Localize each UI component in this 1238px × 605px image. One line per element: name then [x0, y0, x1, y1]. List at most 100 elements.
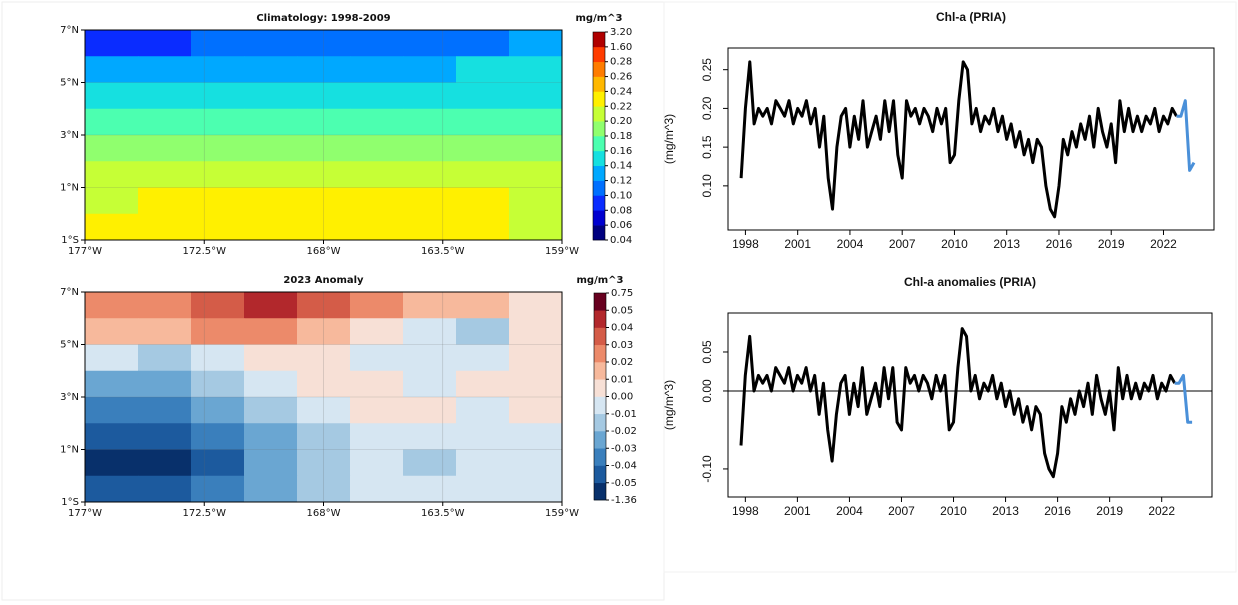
- heat-cell: [138, 82, 192, 110]
- heat-cell: [297, 108, 351, 136]
- right-panel: [663, 1, 1237, 573]
- heat-cell: [85, 187, 139, 215]
- x-tick-label: 2013: [992, 504, 1019, 518]
- heat-cell: [85, 161, 139, 188]
- colorbar-label: 0.26: [610, 72, 632, 83]
- heat-cell: [138, 108, 192, 136]
- heat-cell: [509, 56, 563, 83]
- heat-cell: [138, 292, 192, 319]
- colorbar-swatch: [594, 293, 606, 311]
- heat-cell: [191, 370, 245, 398]
- x-tick-label: 1998: [732, 504, 759, 518]
- heat-cell: [138, 370, 192, 398]
- plot-frame: [84, 291, 563, 503]
- colorbar-swatch: [594, 413, 606, 432]
- colorbar-label: 0.24: [610, 86, 632, 97]
- colorbar-label: -0.01: [611, 409, 637, 420]
- heat-cell: [350, 187, 404, 215]
- heat-cell: [191, 449, 245, 477]
- heat-cell: [509, 397, 563, 424]
- data-line: [1176, 99, 1196, 172]
- colorbar-label: -0.03: [611, 443, 637, 454]
- heat-cell: [509, 475, 563, 503]
- x-tick-label: 159°W: [545, 246, 579, 257]
- colorbar-swatch: [593, 150, 605, 167]
- colorbar-label: -0.05: [611, 478, 637, 489]
- data-line: [739, 60, 1178, 219]
- colorbar-label: 0.10: [610, 190, 632, 201]
- heat-cell: [509, 423, 563, 450]
- x-tick-label: 168°W: [307, 508, 341, 519]
- heat-cell: [138, 344, 192, 372]
- heat-cell: [191, 318, 245, 345]
- heat-cell: [403, 187, 457, 215]
- heat-cell: [350, 135, 404, 162]
- heat-cell: [191, 397, 245, 424]
- heat-cell: [509, 318, 563, 345]
- heat-cell: [191, 108, 245, 136]
- heat-cell: [244, 423, 298, 450]
- heat-cell: [85, 397, 139, 424]
- heat-cell: [350, 161, 404, 188]
- heat-cell: [403, 292, 457, 319]
- heat-cell: [350, 397, 404, 424]
- colorbar-swatch: [594, 482, 606, 501]
- x-tick-label: 2001: [784, 504, 811, 518]
- heat-cell: [244, 397, 298, 424]
- heat-cell: [509, 370, 563, 398]
- heat-cell: [244, 292, 298, 319]
- heat-cell: [403, 344, 457, 372]
- colorbar-swatch: [593, 121, 605, 137]
- x-tick-label: 2016: [1044, 504, 1071, 518]
- heat-cell: [509, 108, 563, 136]
- y-tick-label: 7°N: [60, 25, 79, 36]
- chart-title: Chl-a (PRIA): [936, 10, 1006, 24]
- colorbar-label: 0.05: [611, 305, 633, 316]
- x-tick-label: 2007: [888, 504, 915, 518]
- heat-cell: [138, 213, 192, 241]
- heat-cell: [509, 135, 563, 162]
- colorbar-label: 0.04: [610, 235, 632, 246]
- colorbar-label: 0.75: [611, 288, 633, 299]
- heat-cell: [297, 56, 351, 83]
- heat-cell: [456, 213, 510, 241]
- colorbar-label: 1.60: [610, 42, 632, 53]
- heat-cell: [138, 161, 192, 188]
- heat-cell: [403, 135, 457, 162]
- heat-cell: [297, 344, 351, 372]
- heat-cell: [297, 449, 351, 477]
- heat-cell: [297, 475, 351, 503]
- heat-cell: [403, 423, 457, 450]
- heat-cell: [244, 187, 298, 215]
- x-tick-label: 2010: [940, 504, 967, 518]
- heat-cell: [509, 161, 563, 188]
- colorbar-label: -0.02: [611, 426, 637, 437]
- y-tick-label: 0.00: [700, 379, 714, 403]
- heat-cell: [191, 135, 245, 162]
- x-tick-label: 2019: [1096, 504, 1123, 518]
- heat-cell: [191, 292, 245, 319]
- heat-cell: [297, 161, 351, 188]
- heat-cell: [509, 292, 563, 319]
- heat-cell: [297, 318, 351, 345]
- y-tick-label: 0.15: [700, 135, 714, 159]
- heat-cell: [244, 82, 298, 110]
- y-tick-label: 5°N: [60, 340, 79, 351]
- heat-cell: [456, 30, 510, 57]
- heat-cell: [85, 475, 139, 503]
- y-tick-label: 0.10: [700, 174, 714, 198]
- y-tick-label: 7°N: [60, 287, 79, 298]
- heat-cell: [138, 318, 192, 345]
- colorbar-swatch: [594, 379, 606, 397]
- heat-cell: [403, 397, 457, 424]
- colorbar-label: 0.14: [610, 161, 632, 172]
- heat-cell: [85, 318, 139, 345]
- heat-cell: [244, 161, 298, 188]
- heat-cell: [244, 30, 298, 57]
- heat-cell: [350, 449, 404, 477]
- plot-frame: [727, 312, 1213, 498]
- x-tick-label: 2022: [1150, 237, 1177, 251]
- heat-cell: [403, 30, 457, 57]
